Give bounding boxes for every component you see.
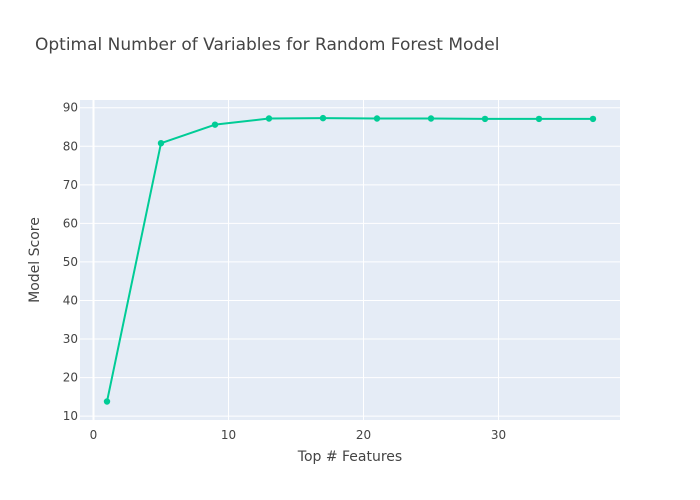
- y-tick-label: 20: [63, 371, 78, 385]
- chart-title: Optimal Number of Variables for Random F…: [35, 35, 499, 55]
- y-axis-title: Model Score: [27, 217, 43, 303]
- data-point[interactable]: [481, 115, 489, 123]
- y-tick-label: 90: [63, 101, 78, 115]
- y-tick-label: 60: [63, 216, 78, 230]
- series-line: [106, 117, 593, 402]
- data-point[interactable]: [589, 115, 597, 123]
- data-point[interactable]: [373, 115, 381, 122]
- data-point[interactable]: [265, 115, 273, 122]
- x-tick-label: 0: [90, 428, 98, 442]
- y-tick-label: 10: [63, 409, 78, 423]
- y-tick-label: 40: [63, 293, 78, 307]
- data-point[interactable]: [103, 398, 111, 405]
- data-point[interactable]: [535, 115, 543, 123]
- data-point[interactable]: [319, 114, 327, 122]
- x-tick-label: 20: [356, 428, 371, 442]
- tick-labels: 0 10 20 30 10 20 30 40 50 60 70 80 90: [63, 101, 506, 442]
- series-layer: [103, 114, 597, 405]
- y-tick-label: 30: [63, 332, 78, 346]
- data-point[interactable]: [157, 139, 165, 147]
- x-axis-title: Top # Features: [297, 449, 402, 465]
- y-tick-label: 50: [63, 255, 78, 269]
- x-tick-label: 10: [221, 428, 236, 442]
- gridlines: [80, 100, 620, 420]
- plot-area: [80, 100, 620, 420]
- y-tick-label: 80: [63, 139, 78, 153]
- data-point[interactable]: [211, 121, 219, 128]
- x-tick-label: 30: [491, 428, 506, 442]
- data-point[interactable]: [427, 115, 435, 122]
- y-tick-label: 70: [63, 178, 78, 192]
